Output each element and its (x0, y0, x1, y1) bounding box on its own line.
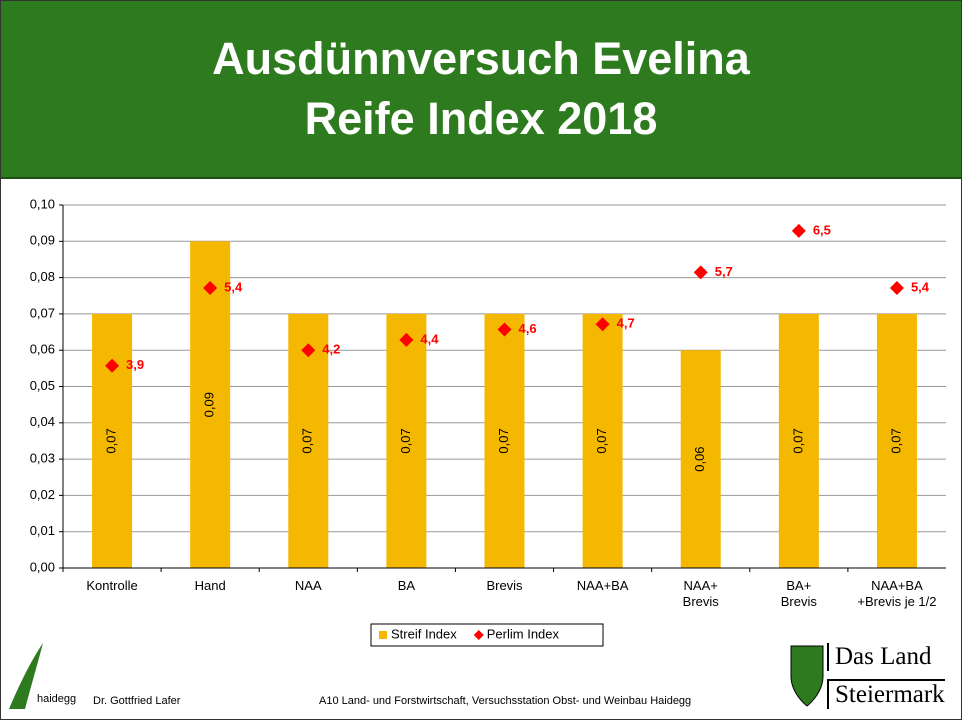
x-tick-label: NAA (294, 578, 322, 593)
point-value-label: 4,4 (420, 331, 439, 346)
point-value-label: 4,7 (617, 316, 635, 331)
marker (889, 280, 904, 295)
x-tick-label: NAA+BA +Brevis je 1/2 (857, 578, 937, 609)
y-tick-label: 0,04 (30, 414, 55, 429)
y-tick-label: 0,01 (30, 523, 55, 538)
legend-label: Streif Index (391, 626, 457, 641)
y-tick-label: 0,10 (30, 196, 55, 211)
brand-line2: Steiermark (827, 679, 945, 709)
point-value-label: 5,7 (715, 264, 733, 279)
institution: A10 Land- und Forstwirtschaft, Versuchss… (319, 695, 692, 707)
y-tick-label: 0,00 (30, 559, 55, 574)
marker (693, 265, 708, 280)
bar (680, 350, 721, 568)
y-tick-label: 0,07 (30, 305, 55, 320)
x-tick-label: Kontrolle (86, 578, 138, 593)
point-value-label: 6,5 (813, 222, 831, 237)
marker (203, 280, 218, 295)
x-tick-label: Hand (194, 578, 226, 593)
bar-value-label: 0,07 (300, 428, 315, 453)
marker (595, 317, 610, 332)
bar-value-label: 0,06 (692, 446, 707, 471)
bar (778, 313, 819, 568)
marker (301, 343, 316, 358)
x-tick-label: NAA+ Brevis (682, 578, 719, 609)
bar (190, 241, 231, 569)
legend-label: Perlim Index (487, 626, 560, 641)
chart-title: Ausdünnversuch Evelina Reife Index 2018 (212, 33, 750, 144)
y-tick-label: 0,06 (30, 342, 55, 357)
logo-leaf (9, 643, 43, 709)
bar (582, 313, 623, 568)
bar-value-label: 0,07 (594, 428, 609, 453)
point-value-label: 4,6 (519, 321, 537, 336)
x-tick-label: Brevis (486, 578, 523, 593)
bar-value-label: 0,09 (202, 392, 217, 417)
point-value-label: 5,4 (224, 279, 243, 294)
marker (105, 358, 120, 373)
point-value-label: 4,2 (322, 342, 340, 357)
header: Ausdünnversuch Evelina Reife Index 2018 (1, 1, 961, 179)
y-tick-label: 0,08 (30, 269, 55, 284)
point-value-label: 3,9 (126, 357, 144, 372)
marker (791, 223, 806, 238)
y-tick-label: 0,09 (30, 233, 55, 248)
legend-swatch (379, 631, 387, 639)
bar-value-label: 0,07 (790, 428, 805, 453)
x-tick-label: NAA+BA (576, 578, 629, 593)
x-tick-label: BA+ Brevis (780, 578, 817, 609)
bar (92, 313, 133, 568)
y-tick-label: 0,05 (30, 378, 55, 393)
legend-box (370, 623, 604, 647)
bar-value-label: 0,07 (398, 428, 413, 453)
bar-value-label: 0,07 (496, 428, 511, 453)
bar (386, 313, 427, 568)
x-tick-label: BA (397, 578, 416, 593)
marker (399, 332, 414, 347)
marker (497, 322, 512, 337)
bar (876, 313, 917, 568)
y-tick-label: 0,02 (30, 487, 55, 502)
y-tick-label: 0,03 (30, 451, 55, 466)
brand-line1: Das Land (827, 643, 932, 671)
legend-swatch (473, 630, 484, 640)
bar-value-label: 0,07 (103, 428, 118, 453)
bar-value-label: 0,07 (888, 428, 903, 453)
author: Dr. Gottfried Lafer (93, 695, 181, 707)
bar (484, 313, 525, 568)
logo-text: haidegg (37, 693, 77, 705)
coat-of-arms (790, 645, 824, 707)
point-value-label: 5,4 (911, 279, 930, 294)
